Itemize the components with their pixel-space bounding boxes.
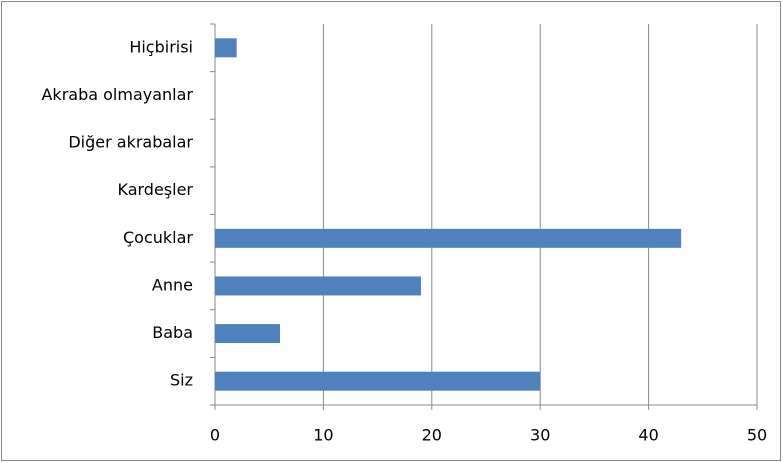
bar xyxy=(215,228,682,248)
x-tick-label: 30 xyxy=(530,426,550,445)
bar xyxy=(215,276,421,296)
x-tick-label: 0 xyxy=(210,426,220,445)
y-tick-label: Çocuklar xyxy=(123,228,193,247)
bar xyxy=(215,371,541,391)
y-tick-label: Diğer akrabalar xyxy=(68,133,193,152)
y-tick-label: Akraba olmayanlar xyxy=(41,85,193,104)
bar xyxy=(215,38,237,58)
y-tick-label: Siz xyxy=(170,371,193,390)
y-tick-label: Kardeşler xyxy=(117,180,193,199)
x-tick-label: 10 xyxy=(313,426,333,445)
bar xyxy=(215,324,281,344)
x-tick-label: 20 xyxy=(422,426,442,445)
y-tick-label: Baba xyxy=(152,323,193,342)
x-tick-label: 40 xyxy=(638,426,658,445)
y-tick-label: Anne xyxy=(152,275,193,294)
y-tick-label: Hiçbirisi xyxy=(129,37,193,56)
x-tick-label: 50 xyxy=(747,426,767,445)
